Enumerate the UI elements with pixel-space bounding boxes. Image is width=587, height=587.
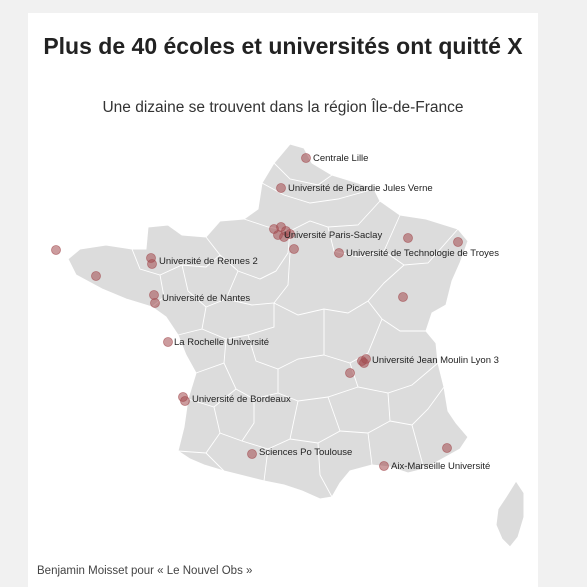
source-credit: Benjamin Moisset pour « Le Nouvel Obs » bbox=[37, 565, 253, 577]
marker-paris-6[interactable] bbox=[285, 229, 295, 239]
label-lyon: Université Jean Moulin Lyon 3 bbox=[372, 355, 499, 366]
page-subtitle: Une dizaine se trouvent dans la région Î… bbox=[102, 99, 464, 116]
label-lille: Centrale Lille bbox=[313, 153, 368, 164]
france-map: Centrale Lille Université de Picardie Ju… bbox=[51, 143, 525, 548]
marker-besancon[interactable] bbox=[398, 292, 408, 302]
school-markers bbox=[51, 153, 463, 471]
page-title: Plus de 40 écoles et universités ont qui… bbox=[43, 33, 523, 59]
label-bordeaux: Université de Bordeaux bbox=[192, 394, 291, 405]
marker-saclay[interactable] bbox=[289, 244, 299, 254]
marker-larochelle[interactable] bbox=[163, 337, 173, 347]
label-marseille: Aix-Marseille Université bbox=[391, 461, 490, 472]
marker-bordeaux-2[interactable] bbox=[180, 396, 190, 406]
marker-east-1[interactable] bbox=[403, 233, 413, 243]
label-troyes: Université de Technologie de Troyes bbox=[346, 248, 499, 259]
marker-picardie[interactable] bbox=[276, 183, 286, 193]
marker-nantes-1[interactable] bbox=[149, 290, 159, 300]
marker-troyes[interactable] bbox=[334, 248, 344, 258]
marker-rennes-2[interactable] bbox=[147, 259, 157, 269]
label-picardie: Université de Picardie Jules Verne bbox=[288, 183, 433, 194]
label-saclay: Université Paris-Saclay bbox=[284, 230, 382, 241]
corsica-shape bbox=[495, 480, 525, 548]
marker-nice[interactable] bbox=[442, 443, 452, 453]
map-card: Plus de 40 écoles et universités ont qui… bbox=[28, 13, 538, 587]
marker-brittany-south[interactable] bbox=[91, 271, 101, 281]
marker-nantes-2[interactable] bbox=[150, 298, 160, 308]
label-rennes: Université de Rennes 2 bbox=[159, 256, 258, 267]
school-labels: Centrale Lille Université de Picardie Ju… bbox=[159, 153, 499, 472]
marker-marseille[interactable] bbox=[379, 461, 389, 471]
marker-st-etienne[interactable] bbox=[345, 368, 355, 378]
marker-lille[interactable] bbox=[301, 153, 311, 163]
label-larochelle: La Rochelle Université bbox=[174, 337, 269, 348]
marker-toulouse[interactable] bbox=[247, 449, 257, 459]
label-toulouse: Sciences Po Toulouse bbox=[259, 447, 352, 458]
marker-lyon-3[interactable] bbox=[359, 358, 369, 368]
marker-brest[interactable] bbox=[51, 245, 61, 255]
marker-east-2[interactable] bbox=[453, 237, 463, 247]
france-mainland-shape bbox=[67, 143, 469, 500]
label-nantes: Université de Nantes bbox=[162, 293, 250, 304]
